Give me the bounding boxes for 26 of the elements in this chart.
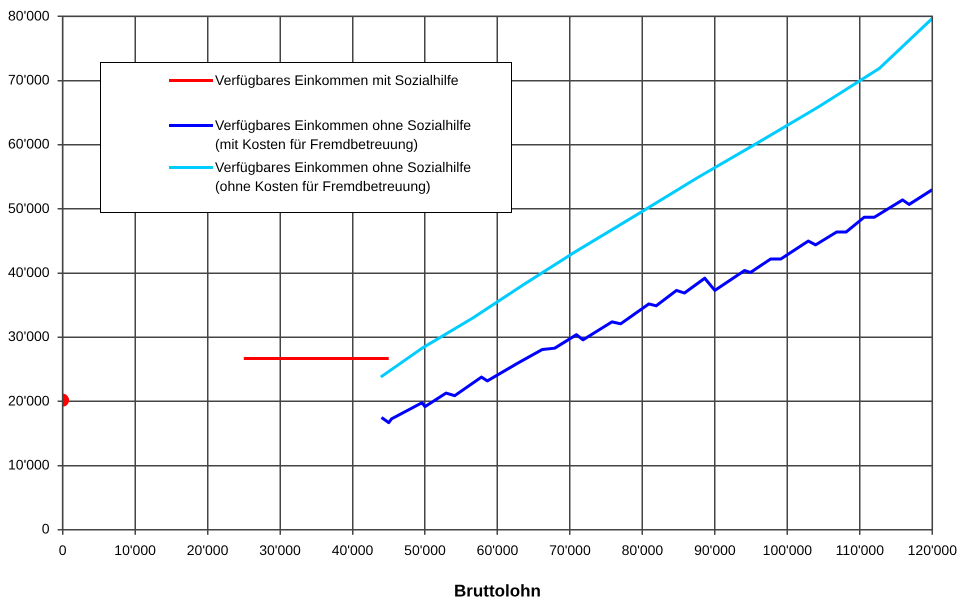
y-tick-label: 20'000 (8, 392, 50, 408)
x-tick-label: 0 (58, 542, 67, 558)
x-tick-label: 110'000 (836, 542, 884, 558)
y-tick-label: 30'000 (8, 328, 50, 344)
x-tick-label: 70'000 (549, 542, 591, 558)
y-tick-label: 80'000 (8, 7, 50, 24)
x-tick-label: 30'000 (259, 542, 302, 558)
x-tick-label: 80'000 (622, 542, 664, 558)
legend-label: Verfügbares Einkommen ohne Sozialhilfe (ohne Kosten für Fremdbetreuung) (215, 158, 472, 196)
x-tick-label: 60'000 (476, 542, 518, 558)
y-tick-label: 60'000 (8, 136, 50, 152)
y-tick-label: 40'000 (8, 264, 50, 280)
x-tick-label: 100'000 (762, 542, 812, 558)
x-tick-label: 40'000 (332, 542, 374, 558)
x-tick-label: 90'000 (694, 542, 736, 558)
y-tick-label: 0 (42, 520, 50, 537)
x-axis-title: Bruttolohn (454, 581, 541, 600)
x-tick-label: 50'000 (404, 542, 446, 558)
y-tick-label: 70'000 (8, 71, 50, 88)
legend-label: Verfügbares Einkommen ohne Sozialhilfe (mit Kosten für Fremdbetreuung) (215, 116, 472, 154)
y-tick-label: 50'000 (8, 200, 50, 216)
y-tick-label: 10'000 (8, 456, 50, 472)
legend-label: Verfügbares Einkommen mit Sozialhilfe (215, 71, 459, 90)
x-tick-label: 20'000 (186, 542, 229, 558)
x-tick-label: 10'000 (114, 542, 156, 558)
x-tick-label: 120'000 (908, 542, 958, 558)
